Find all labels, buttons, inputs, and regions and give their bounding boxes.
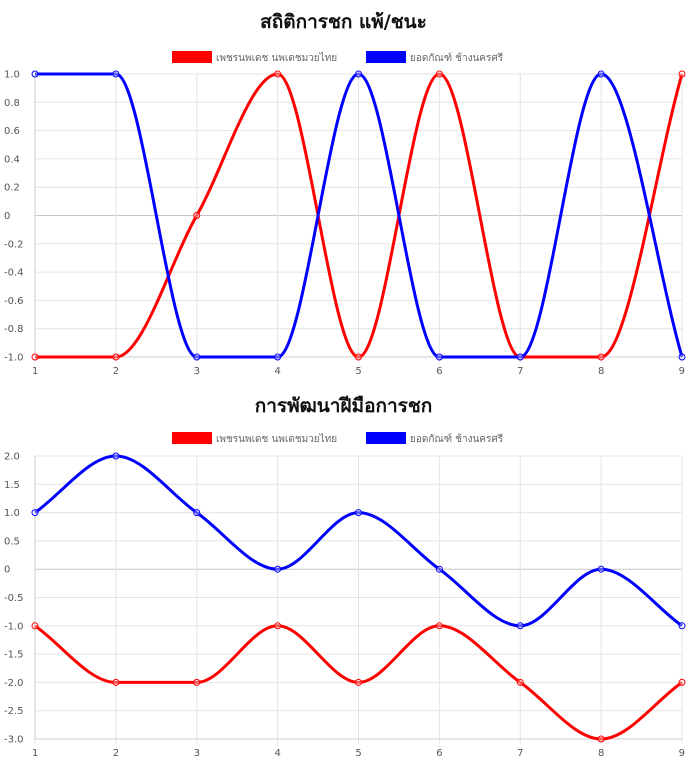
y-tick-label: -1.0 [4,353,24,364]
x-tick-label: 2 [113,366,119,377]
data-point [112,452,120,460]
data-point [112,353,120,361]
x-tick-label: 7 [517,366,523,377]
legend-label: ยอดกัณฑ์ ช้างนครศรี [410,52,504,64]
data-point [274,622,282,630]
data-point [355,509,362,517]
y-tick-label: -2.5 [4,706,24,717]
y-tick-label: 1.5 [4,480,20,491]
y-tick-label: -0.8 [4,324,24,335]
legend-label: ยอดกัณฑ์ ช้างนครศรี [410,433,504,445]
data-point [678,70,686,78]
legend-label: เพชรนพเดช นพเดชมวยไทย [216,52,337,64]
data-point [678,353,686,361]
data-point [112,70,120,78]
data-point [193,509,201,517]
legend-swatch [172,432,212,444]
data-point [31,509,39,517]
data-point [193,678,201,686]
data-point [435,70,443,78]
y-tick-label: 2.0 [4,452,20,463]
x-tick-label: 6 [436,366,442,377]
x-tick-label: 9 [679,748,685,759]
data-point [597,565,605,573]
data-point [678,622,686,630]
data-point [597,70,605,78]
x-tick-label: 8 [598,366,604,377]
y-tick-label: 1.0 [4,508,20,519]
data-point [435,622,443,630]
data-point [31,70,39,78]
data-point [112,678,120,686]
data-point [274,565,282,573]
data-point [355,678,362,686]
x-tick-label: 1 [32,366,38,377]
data-point [31,622,39,630]
x-tick-label: 2 [113,748,119,759]
data-point [516,622,524,630]
y-tick-label: 0.2 [4,183,20,194]
x-tick-label: 4 [274,748,280,759]
series-line-1 [34,624,683,741]
x-tick-label: 3 [194,748,200,759]
data-point [516,353,524,361]
data-point [31,353,39,361]
y-tick-label: -0.2 [4,239,24,250]
series-line-1 [35,72,684,359]
y-tick-label: 0.6 [4,126,20,137]
legend-swatch [366,51,406,63]
y-tick-label: -1.0 [4,621,24,632]
y-tick-label: 0 [4,565,10,576]
y-tick-label: -0.6 [4,296,24,307]
data-point [597,735,605,743]
data-point [597,353,605,361]
legend-swatch [172,51,212,63]
y-tick-label: 0.4 [4,154,20,165]
x-tick-label: 7 [517,748,523,759]
x-tick-label: 9 [679,366,685,377]
y-tick-label: -3.0 [4,735,24,746]
y-tick-label: -0.4 [4,268,24,279]
y-tick-label: 0.8 [4,98,20,109]
x-tick-label: 8 [598,748,604,759]
y-tick-label: 1.0 [4,70,20,81]
chart-title: การพัฒนาฝีมือการชก [255,395,433,417]
y-tick-label: 0.5 [4,536,20,547]
legend-label: เพชรนพเดช นพเดชมวยไทย [216,433,337,445]
data-point [274,353,282,361]
data-point [435,353,443,361]
data-point [355,70,362,78]
data-point [355,353,362,361]
chart-title: สถิติการชก แพ้/ชนะ [260,11,427,33]
x-tick-label: 5 [355,366,361,377]
x-tick-label: 1 [32,748,38,759]
series-line-2 [35,72,684,359]
y-tick-label: 0 [4,211,10,222]
legend-swatch [366,432,406,444]
x-tick-label: 4 [274,366,280,377]
data-point [193,353,201,361]
series-line-2 [34,454,683,628]
data-point [678,678,686,686]
data-point [274,70,282,78]
data-point [193,212,201,219]
x-tick-label: 5 [355,748,361,759]
data-point [435,565,443,573]
y-tick-label: -0.5 [4,593,24,604]
y-tick-label: -1.5 [4,650,24,661]
data-point [516,678,524,686]
y-tick-label: -2.0 [4,678,24,689]
x-tick-label: 3 [194,366,200,377]
x-tick-label: 6 [436,748,442,759]
